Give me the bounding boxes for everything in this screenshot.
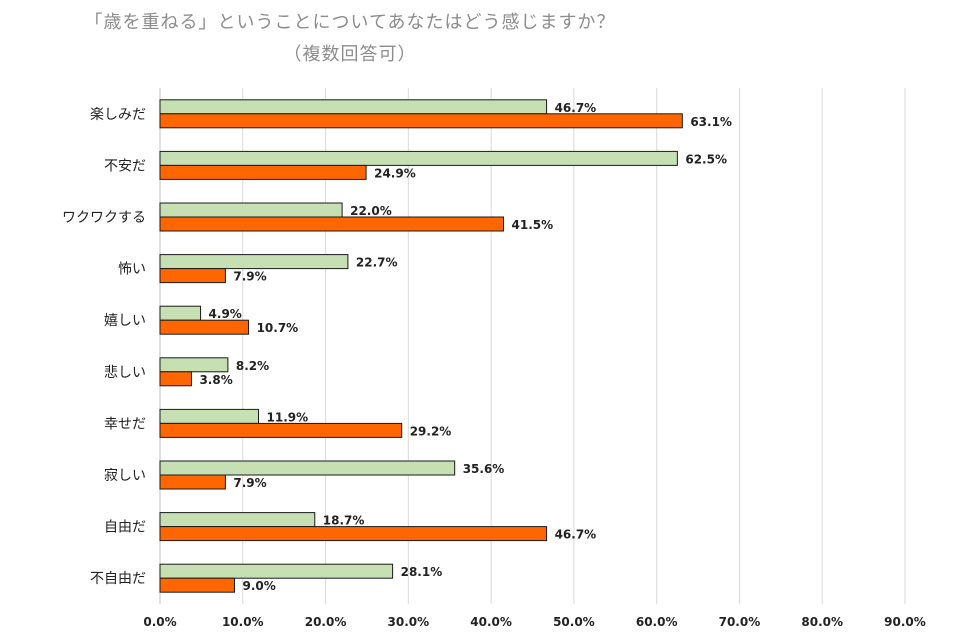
bar-series1 bbox=[159, 254, 349, 270]
bar-series1 bbox=[159, 512, 316, 528]
bar-series2 bbox=[159, 371, 192, 387]
data-label: 24.9% bbox=[374, 166, 416, 180]
x-tick-label: 40.0% bbox=[470, 615, 512, 629]
x-tick-label: 20.0% bbox=[305, 615, 347, 629]
data-label: 8.2% bbox=[236, 359, 269, 373]
bar-series1 bbox=[159, 99, 548, 115]
category-label: 悲しい bbox=[104, 364, 146, 381]
category-label: 怖い bbox=[118, 261, 146, 278]
category-label: 不安だ bbox=[104, 158, 146, 174]
x-tick-label: 30.0% bbox=[388, 615, 430, 629]
category-label: 寂しい bbox=[104, 468, 146, 484]
x-tick-label: 70.0% bbox=[719, 615, 761, 629]
bar-series2 bbox=[159, 474, 226, 490]
bar-series2 bbox=[159, 216, 505, 232]
bar-series2 bbox=[159, 164, 367, 180]
data-label: 11.9% bbox=[267, 410, 309, 424]
category-label: 嬉しい bbox=[104, 313, 146, 329]
data-label: 22.0% bbox=[350, 204, 392, 218]
category-label: 楽しみだ bbox=[90, 107, 146, 123]
bar-series1 bbox=[159, 563, 394, 579]
data-label: 62.5% bbox=[685, 152, 727, 166]
x-tick-label: 60.0% bbox=[636, 615, 678, 629]
data-label: 35.6% bbox=[463, 462, 505, 476]
data-label: 41.5% bbox=[512, 218, 554, 232]
bar-series2 bbox=[159, 319, 250, 335]
bar-series1 bbox=[159, 357, 229, 373]
data-label: 10.7% bbox=[257, 321, 299, 335]
x-tick-label: 90.0% bbox=[884, 615, 926, 629]
bar-series2 bbox=[159, 422, 403, 438]
category-label: 不自由だ bbox=[90, 571, 146, 587]
chart-title: 「歳を重ねる」ということについてあなたはどう感じますか？ bbox=[84, 12, 616, 33]
bar-series1 bbox=[159, 408, 260, 424]
bar-series1 bbox=[159, 202, 343, 218]
data-label: 7.9% bbox=[233, 270, 266, 284]
data-label: 46.7% bbox=[555, 101, 597, 115]
data-label: 18.7% bbox=[323, 514, 365, 528]
chart-subtitle: （複数回答可） bbox=[283, 44, 417, 65]
bar-series1 bbox=[159, 460, 456, 476]
data-label: 4.9% bbox=[209, 307, 242, 321]
data-label: 63.1% bbox=[690, 115, 732, 129]
x-tick-label: 50.0% bbox=[553, 615, 595, 629]
x-tick-label: 0.0% bbox=[143, 615, 176, 629]
data-label: 22.7% bbox=[356, 256, 398, 270]
x-tick-label: 80.0% bbox=[801, 615, 843, 629]
bar-series2 bbox=[159, 526, 548, 542]
bar-series2 bbox=[159, 113, 683, 129]
category-label: ワクワクする bbox=[62, 210, 146, 226]
data-label: 28.1% bbox=[401, 565, 443, 579]
data-label: 9.0% bbox=[243, 579, 276, 593]
category-label: 幸せだ bbox=[104, 416, 146, 432]
bar-series2 bbox=[159, 268, 226, 284]
bar-series1 bbox=[159, 305, 202, 321]
category-label: 自由だ bbox=[104, 520, 146, 536]
data-label: 7.9% bbox=[233, 476, 266, 490]
bar-series1 bbox=[159, 150, 678, 166]
data-label: 29.2% bbox=[410, 424, 452, 438]
x-tick-label: 10.0% bbox=[222, 615, 264, 629]
bar-series2 bbox=[159, 577, 235, 593]
data-label: 3.8% bbox=[199, 373, 232, 387]
data-label: 46.7% bbox=[555, 528, 597, 542]
